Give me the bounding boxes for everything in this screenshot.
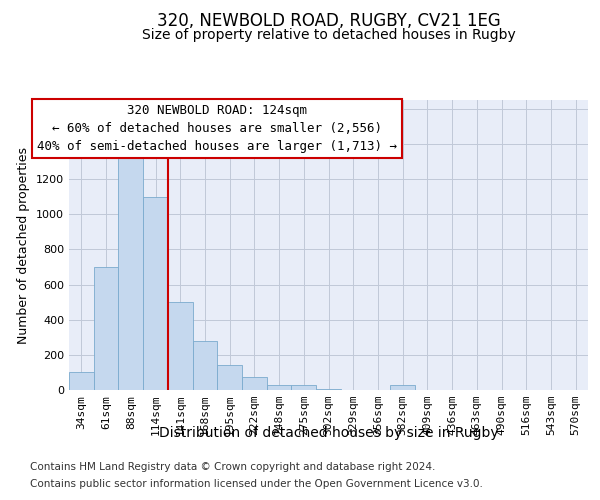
Bar [193, 341, 217, 390]
Bar [69, 372, 94, 390]
Y-axis label: Number of detached properties: Number of detached properties [17, 146, 31, 344]
Text: 320 NEWBOLD ROAD: 124sqm
← 60% of detached houses are smaller (2,556)
40% of sem: 320 NEWBOLD ROAD: 124sqm ← 60% of detach… [37, 104, 397, 154]
Bar [242, 377, 267, 390]
Text: Contains HM Land Registry data © Crown copyright and database right 2024.: Contains HM Land Registry data © Crown c… [30, 462, 436, 472]
Bar [292, 384, 316, 390]
Bar [217, 366, 242, 390]
Bar [143, 196, 168, 390]
Bar [168, 302, 193, 390]
Bar [267, 384, 292, 390]
Bar [316, 389, 341, 390]
Bar [118, 154, 143, 390]
Bar [94, 267, 118, 390]
Text: Size of property relative to detached houses in Rugby: Size of property relative to detached ho… [142, 28, 515, 42]
Text: 320, NEWBOLD ROAD, RUGBY, CV21 1EG: 320, NEWBOLD ROAD, RUGBY, CV21 1EG [157, 12, 500, 30]
Bar [390, 384, 415, 390]
Text: Contains public sector information licensed under the Open Government Licence v3: Contains public sector information licen… [30, 479, 483, 489]
Text: Distribution of detached houses by size in Rugby: Distribution of detached houses by size … [159, 426, 499, 440]
